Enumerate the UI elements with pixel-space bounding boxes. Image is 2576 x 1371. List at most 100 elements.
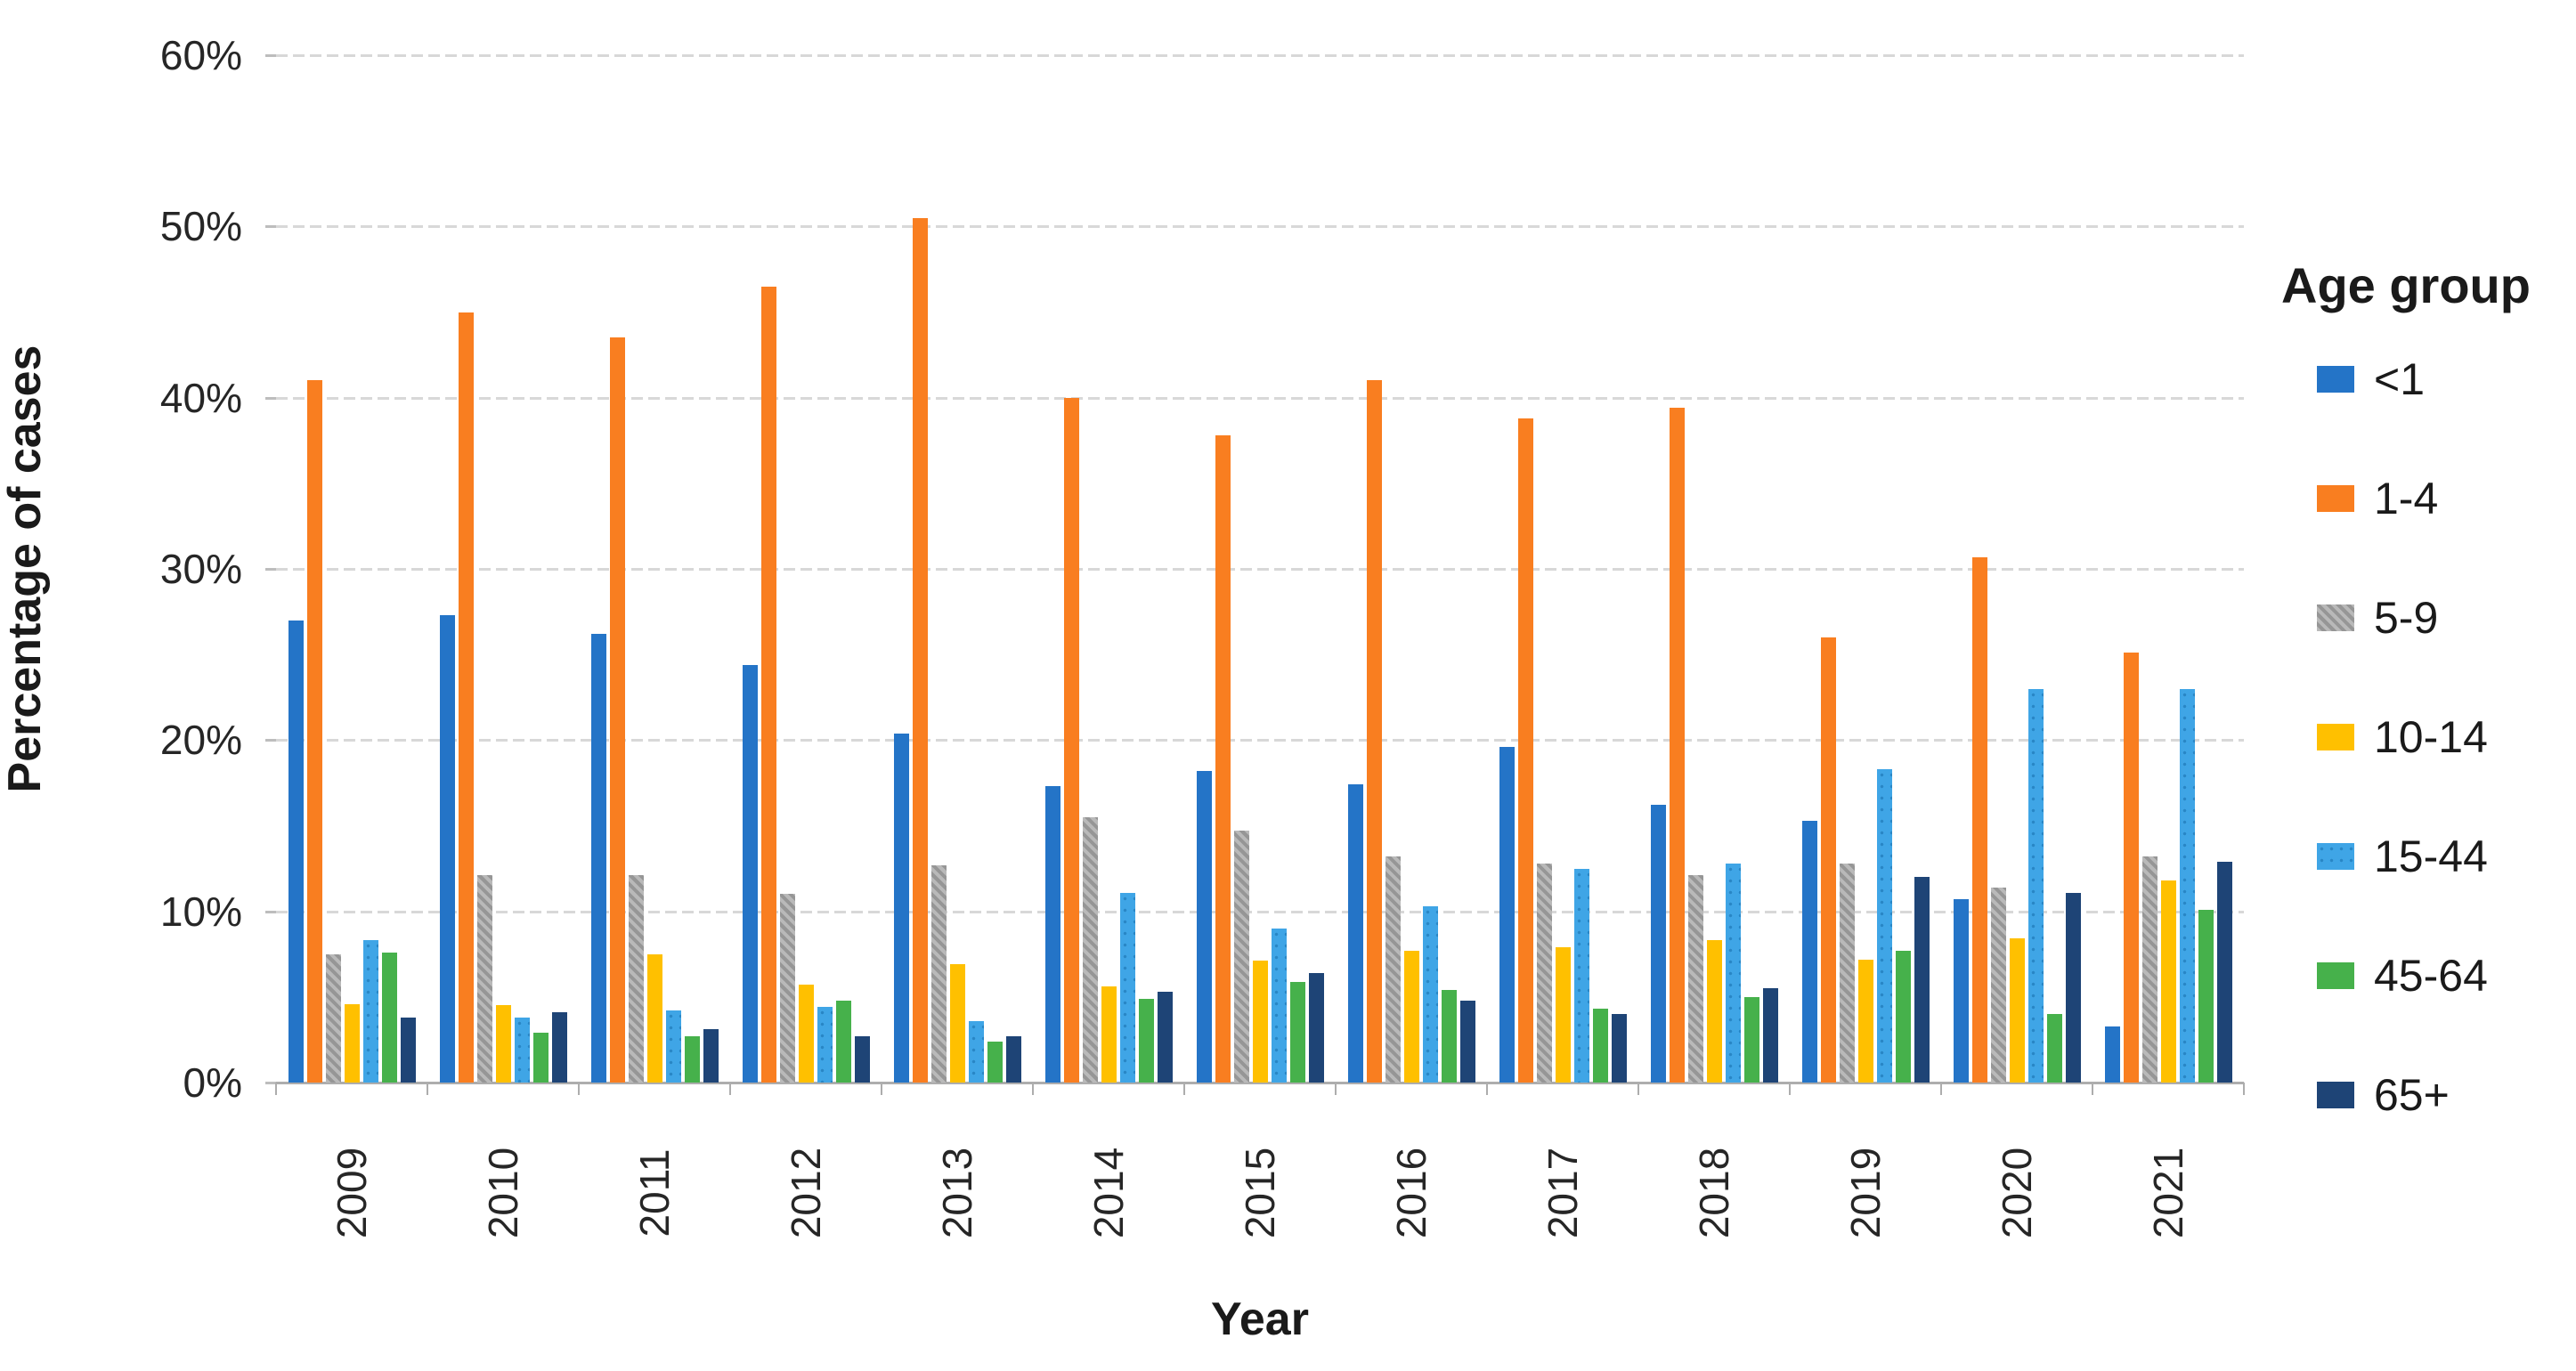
- x-axis-tick: [1032, 1083, 1034, 1095]
- bar-2016-1-4: [1366, 380, 1382, 1083]
- x-axis-tick: [1789, 1083, 1791, 1095]
- gridline-40%: [265, 396, 2244, 400]
- legend-swatch-icon: [2317, 366, 2354, 393]
- bar-2013-15-44: [968, 1020, 984, 1083]
- bar-group-2017: [1487, 55, 1638, 1083]
- y-tick-label: 10%: [159, 888, 242, 935]
- y-tick-label: 40%: [159, 374, 242, 421]
- bar-group-2011: [579, 55, 730, 1083]
- bar-2019-45-64: [1895, 950, 1911, 1083]
- plot-area: [265, 54, 2245, 1095]
- x-tick-label-2015: 2015: [1237, 1147, 1283, 1239]
- bar-2017-<1: [1499, 747, 1515, 1083]
- bar-2020-<1: [1953, 899, 1969, 1083]
- bar-2013-65+: [1005, 1036, 1021, 1083]
- y-tick-label: 60%: [159, 32, 242, 78]
- x-tick-label-2016: 2016: [1388, 1147, 1434, 1239]
- bar-2011-1-4: [609, 337, 625, 1083]
- bar-group-2016: [1336, 55, 1487, 1083]
- x-axis-title: Year: [1211, 1294, 1309, 1345]
- legend-item-5-9: 5-9: [2281, 593, 2575, 643]
- bar-2015-10-14: [1252, 961, 1268, 1083]
- x-axis-tick: [427, 1083, 428, 1095]
- legend-title: Age group: [2281, 257, 2531, 313]
- bar-2011-65+: [703, 1029, 719, 1083]
- gridline-0%: [265, 1082, 2244, 1084]
- legend-item-15-44: 15-44: [2281, 832, 2575, 881]
- legend-label: <1: [2374, 354, 2426, 404]
- legend-swatch-icon: [2317, 485, 2354, 512]
- bar-group-2018: [1638, 55, 1790, 1083]
- bar-2014-5-9: [1082, 816, 1098, 1083]
- bar-2013-5-9: [930, 864, 947, 1083]
- bar-2017-15-44: [1573, 868, 1589, 1083]
- bar-group-2010: [427, 55, 579, 1083]
- bar-2017-65+: [1611, 1014, 1627, 1083]
- gridline-20%: [265, 739, 2244, 742]
- bar-2011-5-9: [628, 875, 644, 1083]
- bar-2016-<1: [1347, 784, 1363, 1083]
- bar-2011-15-44: [665, 1010, 681, 1083]
- bar-2010-15-44: [514, 1017, 530, 1083]
- bar-2019-65+: [1914, 877, 1930, 1083]
- legend-swatch-icon: [2317, 962, 2354, 989]
- bar-2016-10-14: [1403, 950, 1419, 1083]
- gridline-30%: [265, 568, 2244, 571]
- bar-2014-65+: [1157, 992, 1173, 1083]
- bar-2011-<1: [590, 634, 606, 1083]
- bar-2009-<1: [288, 620, 304, 1083]
- bar-2012-5-9: [779, 894, 795, 1083]
- x-axis-tick: [1183, 1083, 1185, 1095]
- y-axis-tick: [265, 568, 276, 571]
- bar-2009-65+: [400, 1017, 416, 1083]
- legend-item-10-14: 10-14: [2281, 712, 2575, 762]
- bar-group-2014: [1033, 55, 1184, 1083]
- legend: Age group <1 1-4 5-9 10-14 15-44 45-64 65+: [2281, 256, 2575, 1192]
- bar-2021-<1: [2104, 1026, 2120, 1083]
- legend-item-1-4: 1-4: [2281, 474, 2575, 523]
- bar-2010-<1: [439, 614, 455, 1083]
- bar-2015-<1: [1196, 770, 1212, 1083]
- gridline-60%: [265, 54, 2244, 57]
- legend-swatch-icon: [2317, 724, 2354, 750]
- bar-2021-15-44: [2179, 688, 2195, 1083]
- y-axis-tick: [265, 396, 276, 400]
- bar-2020-65+: [2065, 892, 2081, 1083]
- legend-item-65+: 65+: [2281, 1070, 2575, 1120]
- x-axis-tick: [1637, 1083, 1639, 1095]
- bar-2019-10-14: [1857, 959, 1873, 1083]
- bar-2014-<1: [1044, 786, 1060, 1083]
- bar-2018-15-44: [1725, 863, 1741, 1083]
- bar-2019-1-4: [1820, 637, 1836, 1083]
- bar-group-2015: [1184, 55, 1336, 1083]
- legend-label: 1-4: [2374, 474, 2439, 523]
- bar-2020-45-64: [2046, 1014, 2062, 1083]
- x-axis-tick: [2243, 1083, 2245, 1095]
- bar-2018-<1: [1650, 805, 1666, 1083]
- bar-2020-15-44: [2027, 688, 2044, 1083]
- y-tick-label: 50%: [159, 203, 242, 250]
- x-axis-tick: [881, 1083, 882, 1095]
- y-axis-tick: [265, 910, 276, 913]
- x-tick-label-2011: 2011: [631, 1148, 678, 1237]
- bar-2019-<1: [1801, 820, 1817, 1083]
- bar-2020-5-9: [1990, 887, 2006, 1083]
- x-axis-tick: [1486, 1083, 1488, 1095]
- bar-2015-1-4: [1215, 434, 1231, 1083]
- x-axis-tick: [729, 1083, 731, 1095]
- bar-2019-5-9: [1839, 863, 1855, 1083]
- x-tick-label-2013: 2013: [934, 1147, 980, 1239]
- bar-group-2019: [1790, 55, 1941, 1083]
- y-axis-tick: [265, 739, 276, 742]
- legend-item-list: <1 1-4 5-9 10-14 15-44 45-64 65+: [2281, 354, 2575, 1120]
- bar-2021-10-14: [2160, 880, 2176, 1083]
- bar-2012-15-44: [817, 1007, 833, 1083]
- bar-2017-45-64: [1592, 1009, 1608, 1083]
- bar-2016-15-44: [1422, 905, 1438, 1083]
- x-tick-label-2012: 2012: [783, 1147, 829, 1239]
- bar-2018-10-14: [1706, 940, 1722, 1083]
- y-tick-label: 20%: [159, 717, 242, 764]
- x-tick-label-2017: 2017: [1540, 1147, 1586, 1239]
- y-axis-tick: [265, 1082, 276, 1084]
